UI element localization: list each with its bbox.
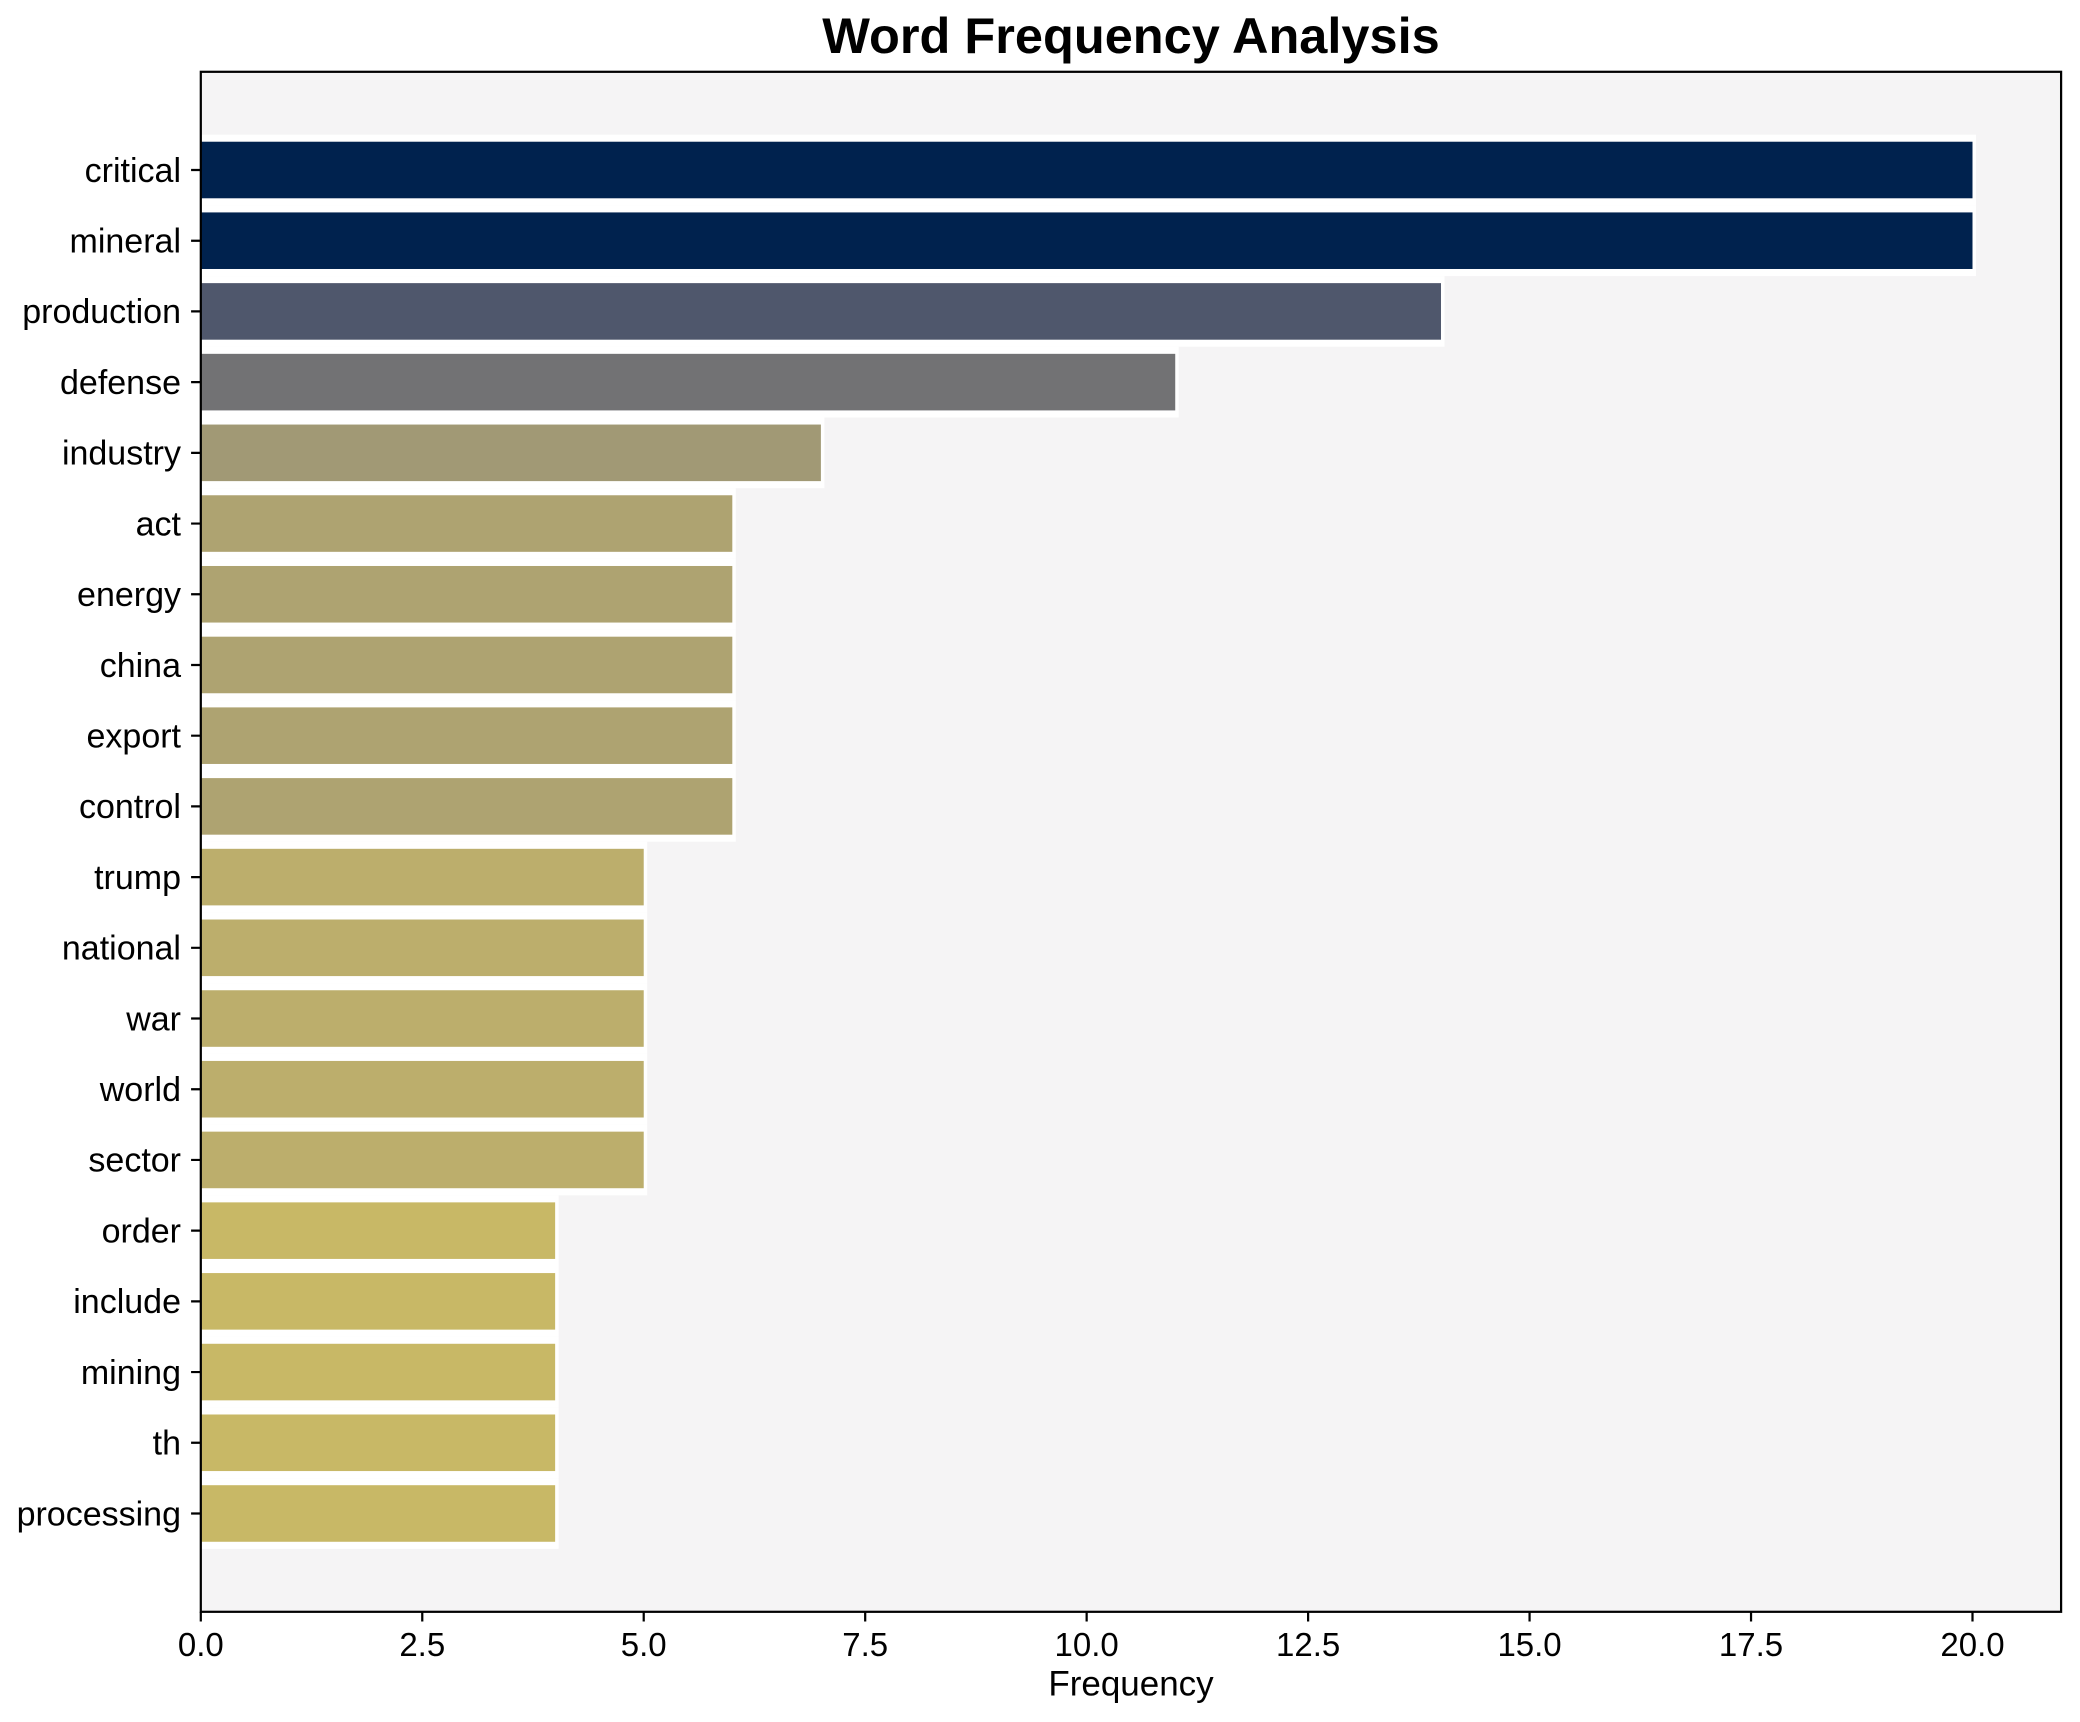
- svg-text:20.0: 20.0: [1940, 1626, 2004, 1663]
- svg-text:0.0: 0.0: [178, 1626, 224, 1663]
- svg-text:national: national: [62, 930, 181, 968]
- svg-text:export: export: [87, 717, 182, 755]
- svg-text:control: control: [79, 788, 181, 826]
- svg-text:production: production: [22, 293, 181, 331]
- svg-text:defense: defense: [60, 364, 181, 402]
- svg-text:china: china: [100, 647, 181, 685]
- svg-text:17.5: 17.5: [1719, 1626, 1783, 1663]
- svg-text:order: order: [102, 1212, 181, 1250]
- svg-text:mineral: mineral: [70, 222, 181, 260]
- svg-text:world: world: [99, 1071, 181, 1109]
- svg-text:sector: sector: [88, 1142, 181, 1180]
- svg-text:th: th: [153, 1425, 181, 1463]
- svg-text:war: war: [125, 1000, 181, 1038]
- svg-text:act: act: [136, 505, 182, 543]
- svg-text:5.0: 5.0: [621, 1626, 667, 1663]
- svg-text:industry: industry: [62, 435, 181, 473]
- svg-text:energy: energy: [77, 576, 181, 614]
- svg-text:processing: processing: [17, 1495, 181, 1533]
- svg-text:trump: trump: [94, 859, 181, 897]
- svg-text:10.0: 10.0: [1055, 1626, 1119, 1663]
- svg-text:critical: critical: [85, 152, 181, 190]
- svg-text:2.5: 2.5: [399, 1626, 445, 1663]
- svg-text:15.0: 15.0: [1497, 1626, 1561, 1663]
- svg-text:7.5: 7.5: [842, 1626, 888, 1663]
- svg-text:12.5: 12.5: [1276, 1626, 1340, 1663]
- svg-text:mining: mining: [81, 1354, 181, 1392]
- svg-text:include: include: [73, 1283, 181, 1321]
- svg-text:Word Frequency Analysis: Word Frequency Analysis: [822, 7, 1439, 64]
- svg-text:Frequency: Frequency: [1048, 1664, 1214, 1703]
